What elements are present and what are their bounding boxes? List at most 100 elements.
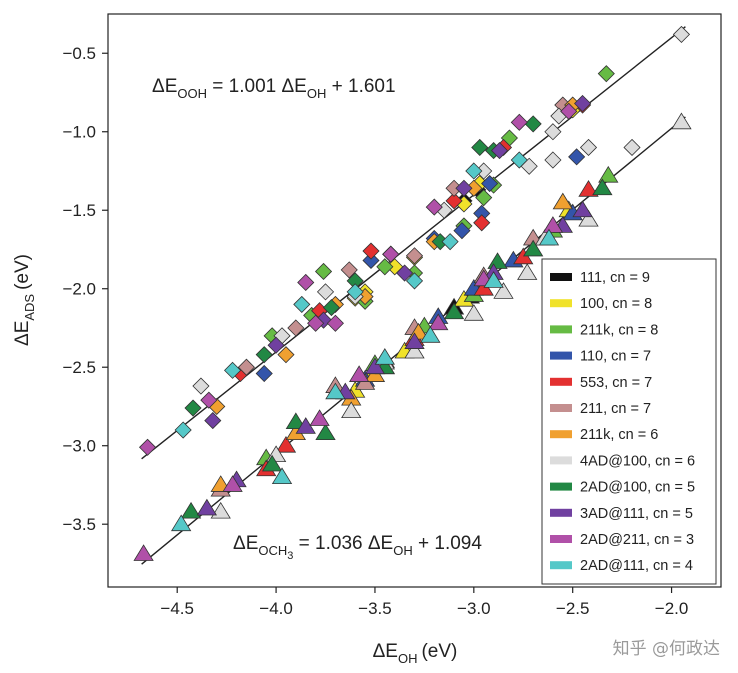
ooh-point bbox=[568, 148, 586, 166]
ooh-point bbox=[184, 399, 202, 417]
och3-point bbox=[364, 357, 386, 375]
ooh-point bbox=[405, 272, 424, 290]
ooh-point bbox=[445, 192, 463, 210]
axis-ticks: −4.5 −4.0 −3.5 −3.0 −2.5 −2.0 −3.5 −3.0 −2.5 −2.0… bbox=[62, 44, 688, 618]
och3-point bbox=[671, 112, 692, 130]
och3-point bbox=[538, 228, 560, 246]
ooh-point bbox=[293, 295, 311, 313]
ooh-point bbox=[255, 346, 273, 364]
legend-swatch bbox=[550, 535, 572, 543]
legend-swatch bbox=[550, 404, 572, 412]
och3-point bbox=[483, 271, 504, 288]
ooh-point bbox=[267, 336, 285, 354]
och3-point bbox=[275, 435, 297, 453]
legend-swatch bbox=[550, 430, 572, 439]
ooh-point bbox=[362, 251, 380, 270]
ooh-point bbox=[672, 25, 691, 43]
och3-point bbox=[285, 412, 307, 430]
och3-point bbox=[592, 178, 613, 196]
ooh-point bbox=[376, 258, 394, 276]
x-tick-label: −3.0 bbox=[457, 599, 491, 618]
x-tick-label: −2.0 bbox=[655, 599, 689, 618]
och3-point bbox=[180, 501, 202, 519]
och3-point bbox=[374, 348, 396, 365]
legend-swatch bbox=[550, 377, 572, 386]
legend-swatch bbox=[550, 482, 572, 491]
ooh-point bbox=[346, 283, 364, 301]
ooh-point bbox=[473, 214, 491, 232]
legend-swatch bbox=[550, 273, 572, 281]
legend-swatch bbox=[550, 508, 572, 517]
och3-point bbox=[517, 263, 538, 280]
och3-point bbox=[133, 544, 154, 561]
och3-point bbox=[348, 365, 370, 382]
ooh-point bbox=[316, 283, 335, 301]
ooh-point bbox=[382, 245, 400, 263]
ooh-point bbox=[455, 179, 473, 197]
y-tick-label: −1.0 bbox=[62, 123, 96, 142]
och3-point bbox=[171, 514, 192, 532]
legend-swatch bbox=[550, 456, 572, 465]
ooh-point bbox=[174, 421, 192, 439]
y-axis-label: ΔEADS(eV) bbox=[12, 254, 37, 346]
och3-point bbox=[222, 475, 243, 492]
ooh-point bbox=[224, 361, 242, 379]
y-tick-label: −3.5 bbox=[62, 515, 96, 534]
x-tick-label: −4.5 bbox=[160, 599, 194, 618]
och3-point bbox=[463, 304, 484, 321]
legend-label: 2AD@211, cn = 3 bbox=[580, 532, 694, 548]
ooh-point bbox=[200, 391, 218, 409]
och3-point bbox=[572, 200, 593, 218]
legend-label: 100, cn = 8 bbox=[580, 296, 652, 312]
och3-point bbox=[542, 216, 564, 233]
legend-swatch bbox=[550, 299, 572, 308]
y-tick-label: −2.5 bbox=[62, 358, 96, 377]
ooh-point bbox=[237, 358, 255, 376]
ooh-point bbox=[326, 314, 344, 332]
legend-label: 3AD@111, cn = 5 bbox=[580, 506, 693, 522]
legend-label: 553, cn = 7 bbox=[580, 375, 652, 391]
ooh-point bbox=[314, 262, 333, 281]
och3-equation: ΔEOCH3 = 1.036 ΔEOH + 1.094 bbox=[233, 533, 482, 562]
legend-swatch bbox=[550, 325, 572, 334]
och3-point bbox=[522, 239, 544, 257]
och3-point bbox=[309, 409, 330, 426]
ooh-point bbox=[307, 314, 325, 332]
legend-label: 2AD@100, cn = 5 bbox=[580, 480, 695, 496]
och3-point bbox=[420, 326, 441, 343]
ooh-point bbox=[277, 346, 295, 364]
och3-point bbox=[578, 209, 599, 227]
fit-line-ooh bbox=[141, 26, 686, 460]
ooh-point bbox=[425, 198, 443, 216]
och3-point bbox=[315, 423, 336, 441]
ooh-point bbox=[297, 273, 315, 292]
ooh-point bbox=[138, 438, 157, 456]
ooh-point bbox=[597, 65, 615, 83]
ooh-point bbox=[623, 138, 641, 157]
och3-point bbox=[271, 467, 293, 484]
och3-point bbox=[404, 332, 425, 349]
och3-point bbox=[404, 341, 425, 359]
ooh-point bbox=[524, 115, 542, 133]
legend-label: 211k, cn = 8 bbox=[580, 322, 658, 338]
legend-label: 211k, cn = 6 bbox=[580, 427, 658, 443]
x-tick-label: −3.5 bbox=[358, 599, 392, 618]
legend: 111, cn = 9 100, cn = 8 211k, cn = 8 110, c… bbox=[541, 258, 717, 585]
och3-point bbox=[428, 313, 449, 331]
ooh-point bbox=[544, 123, 562, 141]
ooh-point bbox=[510, 151, 528, 169]
y-tick-label: −2.0 bbox=[62, 280, 96, 299]
watermark: 知乎 @何政达 bbox=[612, 639, 720, 659]
och3-point bbox=[578, 180, 599, 197]
legend-label: 110, cn = 7 bbox=[580, 349, 651, 365]
ooh-point bbox=[490, 142, 509, 160]
och3-point bbox=[261, 454, 283, 472]
x-tick-label: −2.5 bbox=[556, 599, 590, 618]
ooh-equation: ΔEOOH = 1.001 ΔEOH + 1.601 bbox=[152, 76, 396, 101]
ooh-point bbox=[405, 247, 424, 265]
ooh-point bbox=[441, 233, 459, 251]
och3-point bbox=[196, 498, 218, 516]
ooh-point bbox=[255, 364, 273, 383]
ooh-point bbox=[192, 377, 210, 395]
ooh-point bbox=[465, 162, 483, 180]
